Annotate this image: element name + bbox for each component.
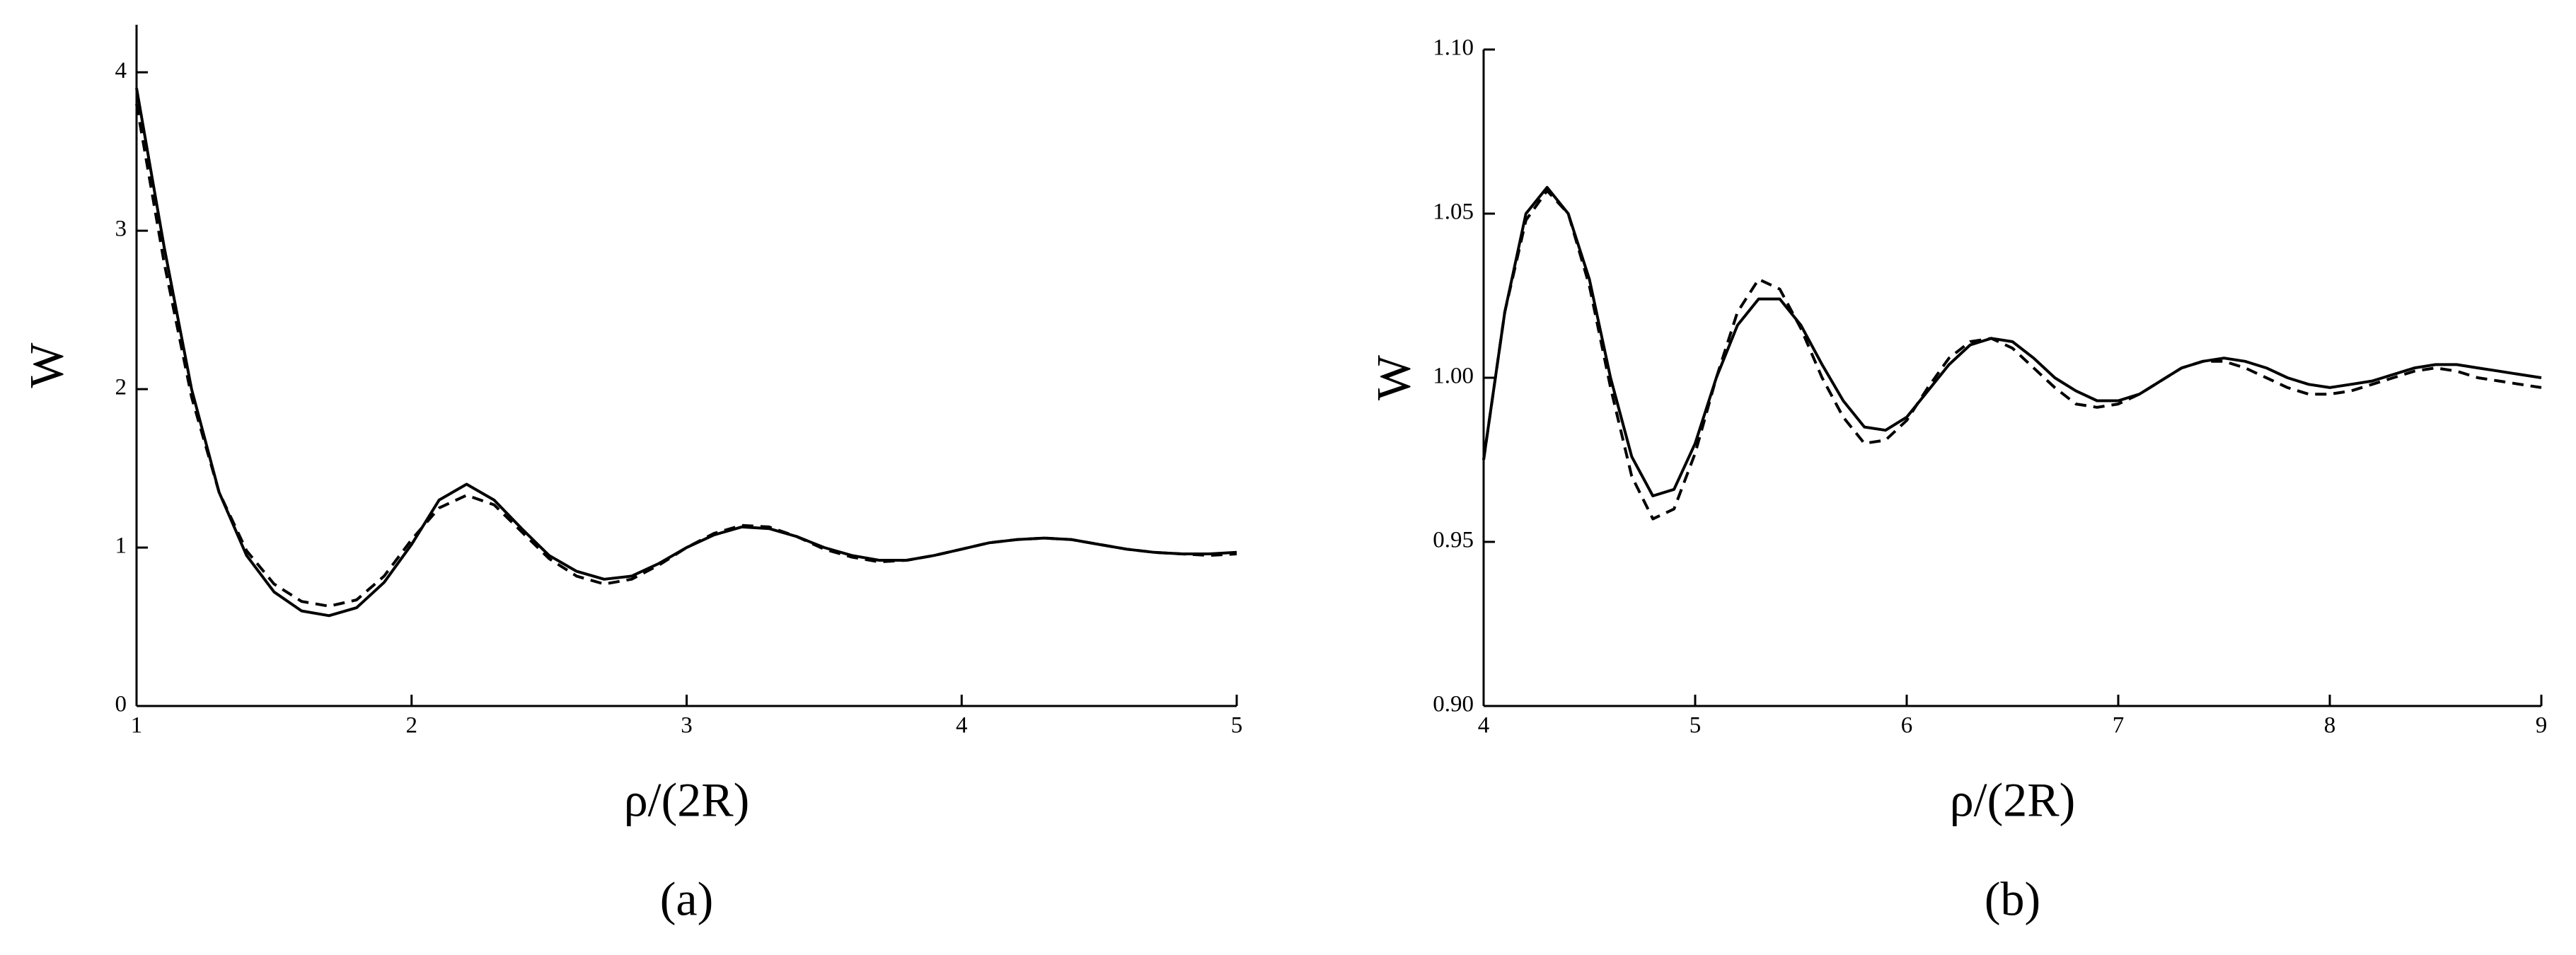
series-line bbox=[1482, 185, 2542, 497]
y-tick-label: 0.90 bbox=[1433, 692, 1474, 717]
y-tick-label: 0 bbox=[115, 692, 127, 717]
y-axis-label: W bbox=[20, 342, 74, 388]
x-tick-label: 4 bbox=[956, 713, 968, 739]
y-axis-label: W bbox=[1367, 354, 1421, 400]
x-axis-label: ρ/(2R) bbox=[1950, 773, 2075, 827]
y-tick-label: 1.00 bbox=[1433, 364, 1474, 389]
x-tick-label: 6 bbox=[1901, 713, 1913, 739]
x-tick-label: 8 bbox=[2324, 713, 2336, 739]
y-tick-label: 2 bbox=[115, 375, 127, 400]
y-tick-label: 1.10 bbox=[1433, 35, 1474, 61]
x-tick-label: 5 bbox=[1690, 713, 1702, 739]
series-line bbox=[135, 88, 1237, 618]
caption: (b) bbox=[1985, 872, 2040, 926]
y-tick-label: 4 bbox=[115, 58, 127, 83]
y-tick-label: 0.95 bbox=[1433, 528, 1474, 553]
x-tick-label: 9 bbox=[2536, 713, 2548, 739]
x-tick-label: 3 bbox=[681, 713, 693, 739]
x-tick-label: 2 bbox=[406, 713, 418, 739]
x-tick-label: 1 bbox=[131, 713, 143, 739]
caption: (a) bbox=[660, 872, 713, 926]
y-tick-label: 3 bbox=[115, 216, 127, 242]
x-tick-label: 5 bbox=[1231, 713, 1243, 739]
series-line bbox=[1482, 189, 2542, 521]
x-tick-label: 4 bbox=[1478, 713, 1490, 739]
chart: 4 5 6 7 8 9 0.90 0.95 1.00 1.05 1.10 ρ/(2R) W (b) bbox=[1367, 35, 2548, 926]
x-axis-label: ρ/(2R) bbox=[624, 773, 749, 827]
y-tick-label: 1.05 bbox=[1433, 199, 1474, 225]
series-line bbox=[135, 103, 1237, 608]
y-tick-label: 1 bbox=[115, 533, 127, 559]
x-tick-label: 7 bbox=[2113, 713, 2125, 739]
